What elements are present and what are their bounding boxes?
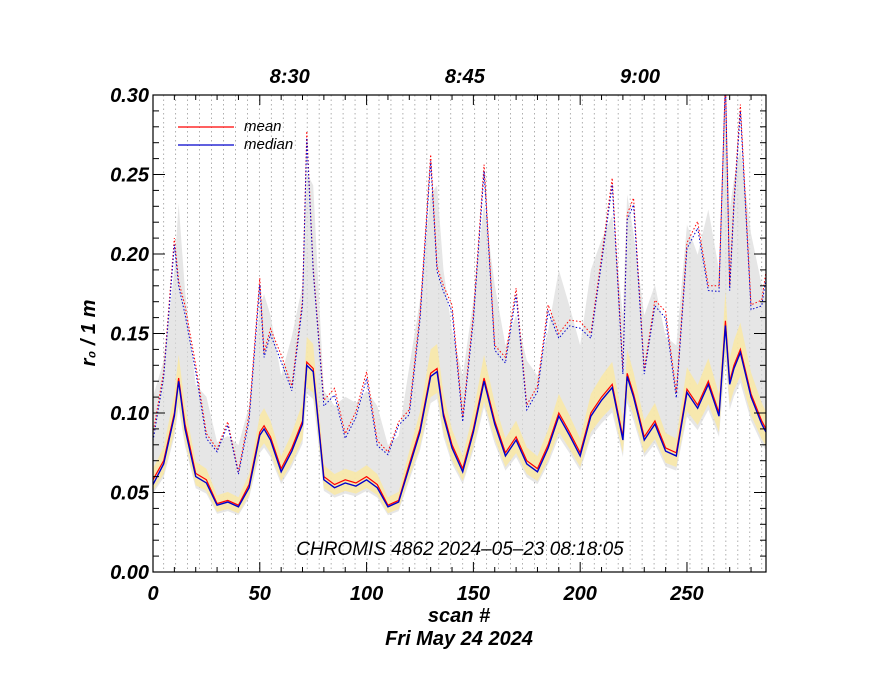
series-lines bbox=[153, 95, 766, 508]
series-median-line bbox=[153, 325, 766, 508]
axis-ticks: 0 50 100 150 200 250 0.00 0.05 0.10 0.15 0.20 0.25 0… bbox=[110, 66, 766, 605]
y-tick-label: 0.20 bbox=[110, 244, 149, 266]
legend: mean median bbox=[178, 118, 293, 153]
series-median-envelope bbox=[153, 95, 766, 475]
scan-grid bbox=[163, 95, 763, 572]
mean-upper-band bbox=[153, 95, 766, 516]
y-tick-label: 0.00 bbox=[110, 562, 149, 584]
instrument-annotation: CHROMIS 4862 2024–05–23 08:18:05 bbox=[296, 539, 624, 560]
x-tick-label: 100 bbox=[350, 583, 383, 605]
x-tick-label: 200 bbox=[562, 583, 596, 605]
legend-mean-label: mean bbox=[244, 118, 282, 135]
y-axis-title: r₀ / 1 m bbox=[78, 300, 100, 367]
x-tick-label: 50 bbox=[249, 583, 271, 605]
spread-bands bbox=[153, 95, 766, 516]
time-tick-label: 8:45 bbox=[445, 66, 486, 88]
legend-median-label: median bbox=[244, 136, 293, 153]
x-axis-title: scan # bbox=[428, 605, 491, 627]
date-label: Fri May 24 2024 bbox=[385, 628, 533, 650]
y-tick-label: 0.15 bbox=[110, 324, 150, 346]
mean-spread-band bbox=[153, 290, 766, 514]
time-tick-label: 9:00 bbox=[620, 66, 660, 88]
x-tick-label: 150 bbox=[457, 583, 490, 605]
x-tick-label: 250 bbox=[669, 583, 703, 605]
y-tick-label: 0.10 bbox=[110, 403, 149, 425]
y-tick-label: 0.05 bbox=[110, 483, 150, 505]
y-tick-label: 0.25 bbox=[110, 165, 150, 187]
time-tick-label: 8:30 bbox=[270, 66, 310, 88]
x-tick-label: 0 bbox=[147, 583, 158, 605]
y-tick-label: 0.30 bbox=[110, 85, 149, 107]
